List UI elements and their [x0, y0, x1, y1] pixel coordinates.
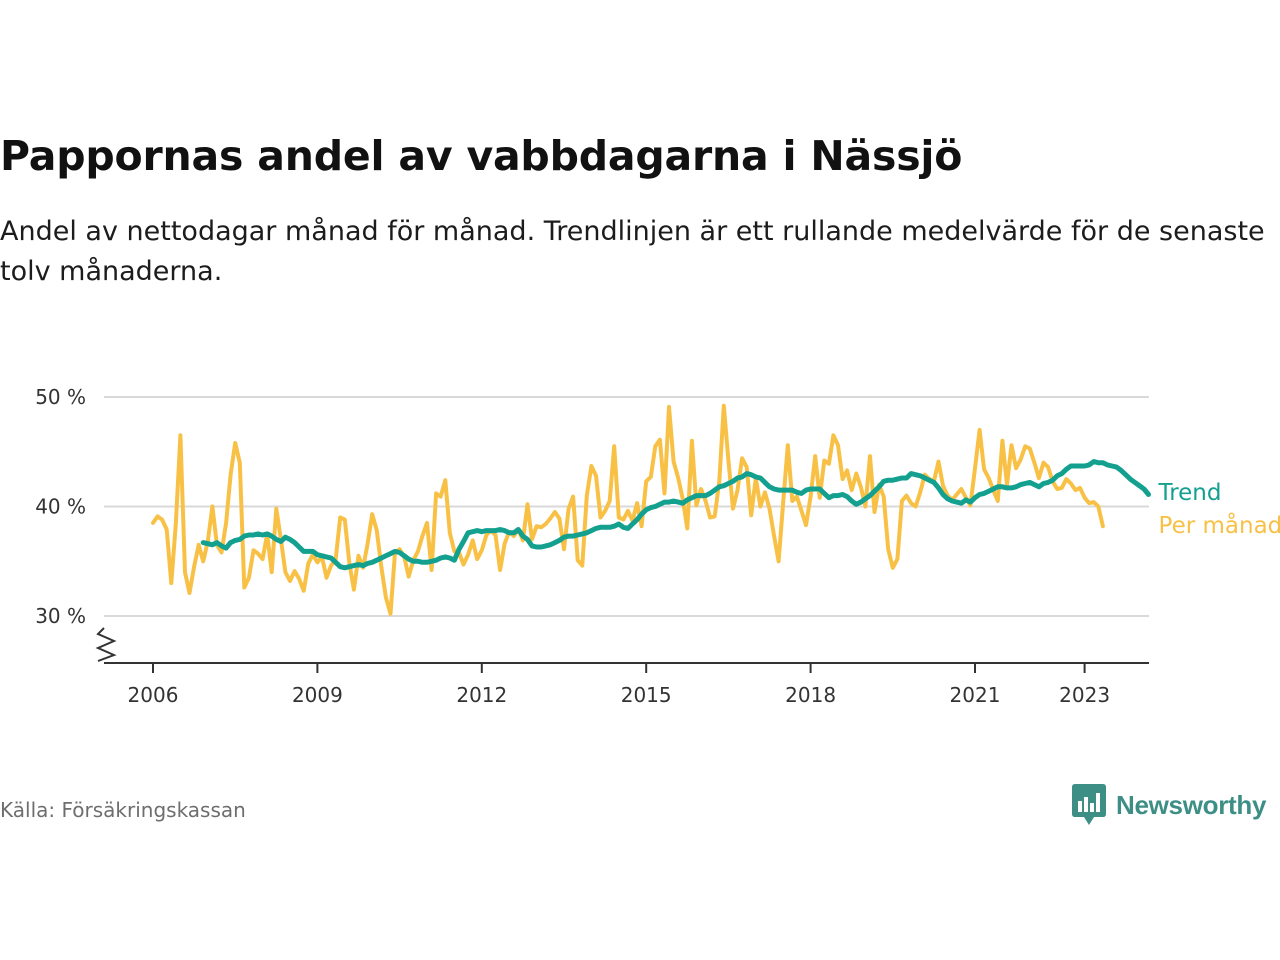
y-axis-break-icon	[95, 627, 117, 662]
series-line-per-manad	[151, 403, 1105, 616]
x-tick-label: 2006	[128, 683, 179, 707]
series-line-trend	[200, 459, 1151, 571]
series-label-per-manad: Per månad	[1159, 511, 1280, 539]
y-tick-label: 30 %	[35, 604, 86, 628]
newsworthy-logo-icon	[1072, 784, 1106, 825]
chart-subtitle: Andel av nettodagar månad för månad. Tre…	[0, 216, 1265, 287]
grid-lines	[104, 396, 1149, 617]
x-tick-label: 2023	[1059, 683, 1110, 707]
x-tick-label: 2012	[456, 683, 507, 707]
series-lines	[151, 403, 1151, 616]
x-tick-label: 2021	[950, 683, 1001, 707]
series-label-trend: Trend	[1158, 480, 1222, 506]
brand-name: Newsworthy	[1116, 789, 1267, 820]
y-axis-ticks: 30 % 40 % 50 %	[35, 385, 86, 628]
chart-title: Pappornas andel av vabbdagarna i Nässjö	[0, 132, 963, 180]
source-note: Källa: Försäkringskassan	[0, 798, 246, 822]
x-tick-label: 2018	[785, 683, 836, 707]
x-axis-ticks: 2006 2009 2012 2015 2018 2021 2023	[128, 663, 1110, 707]
series-labels: Trend Per månad	[1158, 480, 1280, 539]
y-tick-label: 50 %	[35, 385, 86, 409]
x-tick-label: 2009	[292, 683, 343, 707]
x-axis	[95, 627, 1149, 664]
x-tick-label: 2015	[621, 683, 672, 707]
y-tick-label: 40 %	[35, 495, 86, 519]
newsworthy-logo: Newsworthy	[1072, 784, 1266, 826]
